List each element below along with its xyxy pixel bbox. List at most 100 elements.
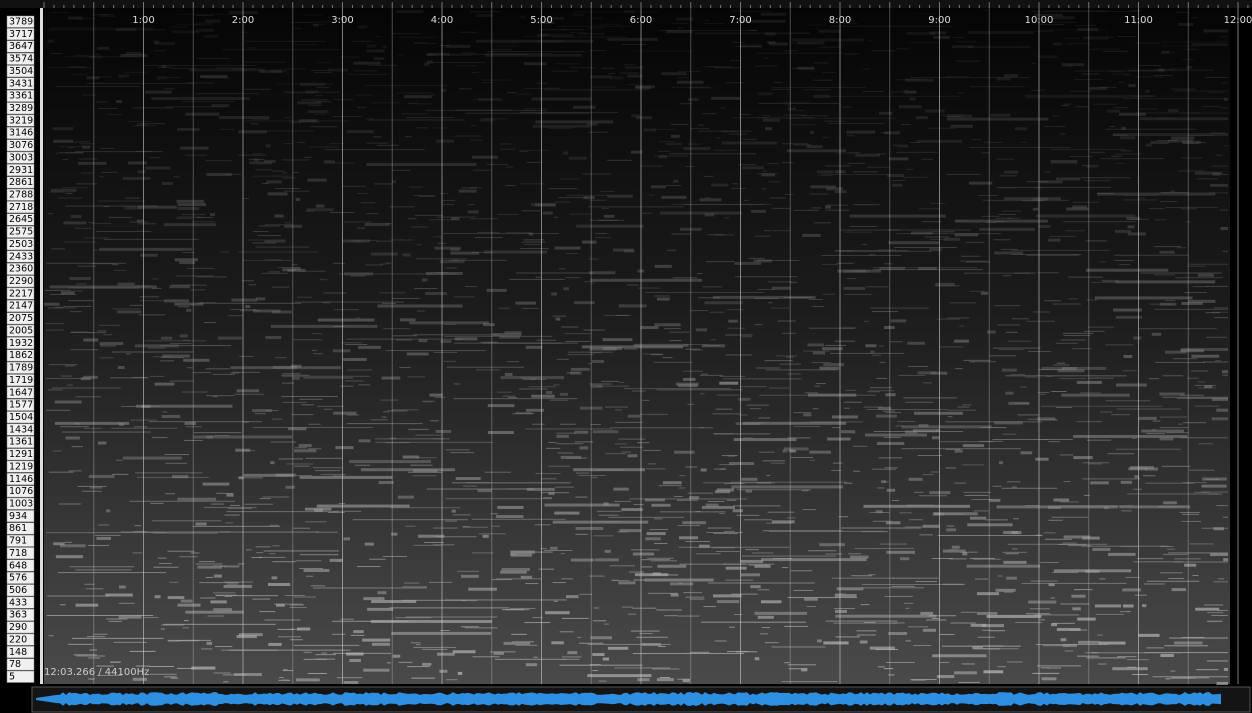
texture-streak [939, 346, 963, 347]
texture-streak [1012, 548, 1017, 549]
texture-streak [510, 551, 535, 554]
texture-streak [1188, 300, 1215, 303]
texture-streak [702, 113, 716, 114]
texture-streak [185, 611, 243, 614]
texture-streak [100, 342, 124, 345]
texture-streak [787, 597, 857, 598]
texture-streak [845, 232, 872, 233]
texture-streak [909, 478, 923, 481]
texture-streak [81, 173, 94, 174]
texture-streak [1220, 107, 1228, 108]
texture-streak [72, 446, 83, 447]
texture-streak [347, 423, 422, 424]
texture-streak [604, 215, 615, 218]
texture-streak [782, 333, 796, 334]
texture-streak [1051, 160, 1078, 163]
texture-streak [762, 627, 770, 628]
texture-streak [642, 643, 661, 646]
texture-streak [92, 223, 112, 224]
texture-streak [1172, 588, 1186, 591]
texture-streak [1048, 520, 1062, 521]
texture-streak [791, 38, 863, 41]
texture-streak [1128, 467, 1146, 470]
texture-streak [497, 214, 518, 215]
texture-streak [997, 666, 1006, 667]
texture-streak [256, 297, 265, 300]
texture-streak [853, 471, 860, 472]
texture-streak [161, 629, 165, 630]
texture-streak [559, 665, 642, 666]
texture-streak [965, 242, 984, 243]
texture-streak [1092, 548, 1110, 551]
texture-streak [519, 388, 547, 389]
texture-streak [484, 472, 511, 473]
texture-streak [371, 102, 400, 103]
texture-streak [155, 595, 161, 598]
texture-streak [560, 393, 568, 396]
texture-streak [79, 143, 95, 144]
texture-streak [1195, 385, 1217, 386]
texture-streak [282, 159, 310, 160]
texture-streak [885, 393, 895, 396]
texture-streak [357, 193, 368, 194]
texture-streak [961, 612, 977, 613]
texture-streak [195, 93, 257, 94]
texture-streak [749, 258, 765, 259]
texture-streak [1060, 603, 1089, 604]
texture-streak [613, 249, 634, 252]
texture-streak [897, 146, 908, 147]
texture-streak [116, 460, 123, 461]
texture-streak [608, 517, 684, 518]
texture-streak [515, 413, 534, 414]
texture-streak [1020, 386, 1026, 387]
texture-streak [283, 669, 287, 670]
texture-streak [1217, 682, 1228, 685]
texture-streak [592, 670, 597, 671]
texture-streak [690, 599, 705, 600]
frequency-label: 148 [9, 647, 27, 658]
texture-streak [678, 77, 689, 78]
texture-streak [422, 401, 435, 402]
texture-streak [517, 94, 533, 95]
texture-streak [765, 127, 772, 130]
texture-streak [377, 304, 462, 307]
texture-streak [736, 515, 759, 516]
texture-streak [674, 451, 695, 454]
texture-streak [1167, 549, 1175, 550]
texture-streak [303, 15, 323, 16]
texture-streak [977, 592, 999, 595]
texture-streak [994, 239, 1011, 240]
texture-streak [1077, 381, 1102, 384]
texture-streak [1183, 422, 1206, 423]
texture-streak [1102, 280, 1118, 283]
texture-streak [573, 468, 645, 471]
texture-streak [1160, 251, 1175, 254]
texture-streak [666, 144, 682, 145]
texture-streak [242, 260, 291, 261]
texture-streak [532, 424, 544, 425]
texture-streak [1140, 273, 1221, 274]
texture-streak [866, 409, 947, 410]
texture-streak [1207, 621, 1222, 622]
texture-streak [88, 222, 94, 223]
texture-streak [682, 521, 706, 524]
texture-streak [450, 252, 479, 255]
texture-streak [648, 195, 655, 196]
texture-streak [466, 482, 490, 483]
texture-streak [365, 118, 373, 119]
texture-streak [1163, 554, 1188, 555]
texture-streak [304, 569, 330, 572]
texture-streak [53, 127, 74, 130]
texture-streak [383, 328, 410, 329]
texture-streak [59, 146, 83, 147]
texture-streak [994, 251, 1023, 254]
texture-streak [1114, 255, 1189, 256]
texture-streak [706, 261, 734, 262]
texture-streak [183, 340, 191, 341]
texture-streak [253, 231, 269, 232]
texture-streak [555, 247, 581, 250]
texture-streak [1195, 608, 1219, 611]
texture-streak [1012, 318, 1029, 319]
texture-streak [366, 163, 476, 166]
texture-streak [891, 586, 914, 587]
